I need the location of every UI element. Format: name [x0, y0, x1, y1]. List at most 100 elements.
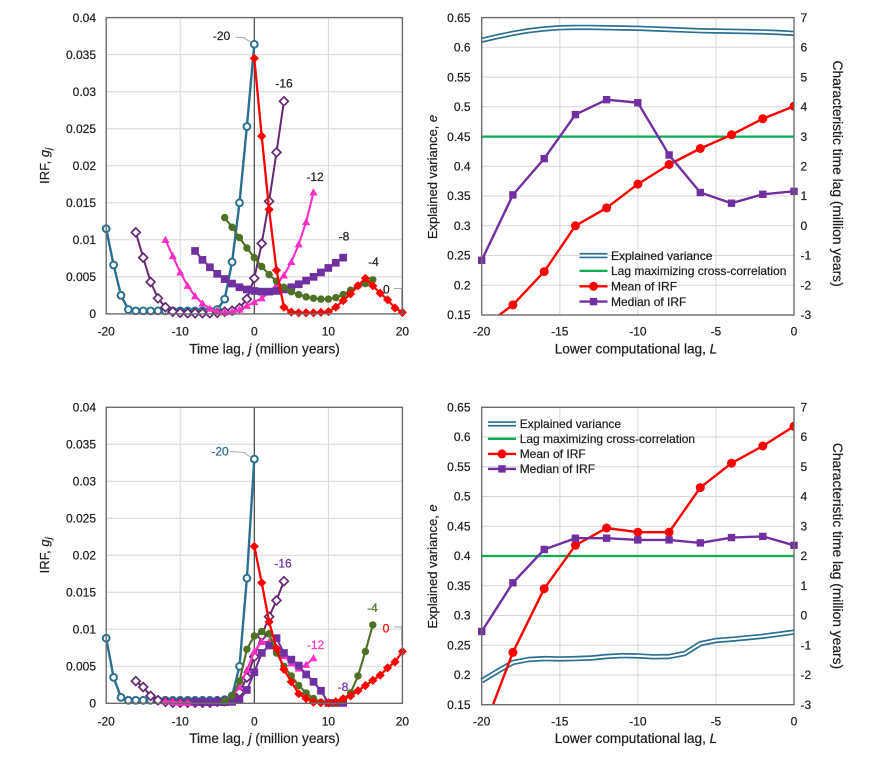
svg-text:0.15: 0.15	[447, 308, 471, 322]
svg-text:-16: -16	[274, 557, 292, 571]
svg-text:0.03: 0.03	[73, 475, 97, 489]
svg-text:0.6: 0.6	[454, 41, 471, 55]
svg-text:0.3: 0.3	[454, 219, 471, 233]
svg-text:-10: -10	[172, 715, 190, 729]
svg-text:0.15: 0.15	[447, 698, 471, 712]
svg-text:3: 3	[801, 520, 808, 534]
svg-text:-10: -10	[172, 325, 190, 339]
svg-text:0.02: 0.02	[73, 549, 97, 563]
svg-text:0: 0	[791, 325, 798, 339]
svg-text:Characteristic time lag (milli: Characteristic time lag (million years)	[830, 443, 845, 669]
svg-text:0.03: 0.03	[73, 85, 97, 99]
svg-text:2: 2	[801, 160, 808, 174]
svg-text:5: 5	[801, 460, 808, 474]
svg-text:0: 0	[791, 715, 798, 729]
svg-text:0.6: 0.6	[454, 430, 471, 444]
svg-text:-15: -15	[551, 715, 569, 729]
svg-text:-4: -4	[367, 601, 378, 615]
svg-text:0.3: 0.3	[454, 609, 471, 623]
svg-text:Characteristic time lag (milli: Characteristic time lag (million years)	[830, 61, 845, 287]
svg-text:0.25: 0.25	[447, 638, 471, 652]
svg-text:6: 6	[801, 41, 808, 55]
svg-text:-8: -8	[338, 680, 349, 694]
svg-text:0: 0	[801, 609, 808, 623]
svg-text:-2: -2	[801, 279, 812, 293]
svg-text:0.025: 0.025	[66, 512, 96, 526]
svg-text:0: 0	[383, 622, 390, 636]
svg-text:2: 2	[801, 549, 808, 563]
svg-text:IRF, gj: IRF, gj	[37, 536, 55, 573]
svg-text:0.04: 0.04	[73, 11, 97, 25]
svg-text:Explained variance: Explained variance	[520, 417, 622, 431]
svg-text:Median of IRF: Median of IRF	[520, 462, 595, 476]
svg-text:0.45: 0.45	[447, 520, 471, 534]
svg-text:0.55: 0.55	[447, 460, 471, 474]
svg-text:0.4: 0.4	[454, 549, 471, 563]
svg-text:0.5: 0.5	[454, 100, 471, 114]
svg-text:0.01: 0.01	[73, 623, 97, 637]
svg-text:-1: -1	[801, 638, 812, 652]
svg-text:-1: -1	[801, 249, 812, 263]
svg-text:0: 0	[89, 697, 96, 711]
svg-text:10: 10	[322, 325, 336, 339]
svg-text:Median of IRF: Median of IRF	[611, 295, 686, 309]
svg-text:10: 10	[322, 715, 336, 729]
svg-text:0: 0	[251, 715, 258, 729]
svg-text:-5: -5	[711, 715, 722, 729]
svg-text:-10: -10	[629, 715, 647, 729]
svg-text:0.035: 0.035	[66, 48, 96, 62]
svg-text:-5: -5	[711, 325, 722, 339]
svg-text:Time lag, j (million years): Time lag, j (million years)	[189, 731, 340, 746]
svg-text:0.005: 0.005	[66, 660, 96, 674]
svg-text:-20: -20	[98, 325, 116, 339]
svg-text:-15: -15	[551, 325, 569, 339]
svg-text:4: 4	[801, 490, 808, 504]
svg-text:3: 3	[801, 130, 808, 144]
svg-text:1: 1	[801, 189, 808, 203]
svg-text:Explained variance, e: Explained variance, e	[425, 115, 440, 239]
svg-text:-4: -4	[368, 255, 379, 269]
svg-text:7: 7	[801, 401, 808, 415]
svg-text:-2: -2	[801, 668, 812, 682]
svg-text:Lower computational lag, L: Lower computational lag, L	[555, 341, 717, 356]
svg-text:0.55: 0.55	[447, 70, 471, 84]
svg-text:Lag maximizing cross-correlati: Lag maximizing cross-correlation	[611, 264, 786, 278]
svg-text:Time lag, j (million years): Time lag, j (million years)	[189, 341, 340, 356]
svg-text:0.5: 0.5	[454, 490, 471, 504]
svg-text:0.65: 0.65	[447, 11, 471, 25]
svg-text:0.04: 0.04	[73, 401, 97, 415]
svg-text:Mean of IRF: Mean of IRF	[611, 280, 677, 294]
svg-text:Lower computational lag, L: Lower computational lag, L	[555, 731, 717, 746]
svg-text:0.25: 0.25	[447, 249, 471, 263]
svg-text:-20: -20	[473, 325, 491, 339]
svg-text:20: 20	[396, 325, 410, 339]
svg-text:7: 7	[801, 11, 808, 25]
svg-text:0.005: 0.005	[66, 270, 96, 284]
svg-text:-3: -3	[801, 698, 812, 712]
svg-text:-3: -3	[801, 308, 812, 322]
svg-text:IRF, gj: IRF, gj	[37, 147, 55, 184]
svg-text:0.015: 0.015	[66, 196, 96, 210]
svg-text:0.01: 0.01	[73, 233, 97, 247]
svg-text:0: 0	[383, 283, 390, 297]
svg-text:-20: -20	[473, 715, 491, 729]
svg-text:Mean of IRF: Mean of IRF	[520, 447, 586, 461]
svg-text:1: 1	[801, 579, 808, 593]
svg-text:-12: -12	[307, 638, 325, 652]
svg-text:-10: -10	[629, 325, 647, 339]
svg-text:-12: -12	[306, 170, 324, 184]
svg-text:0.2: 0.2	[454, 279, 471, 293]
svg-text:-16: -16	[275, 77, 293, 91]
svg-text:0: 0	[801, 219, 808, 233]
svg-text:Explained variance: Explained variance	[611, 249, 713, 263]
svg-text:0.015: 0.015	[66, 586, 96, 600]
svg-text:0: 0	[89, 307, 96, 321]
svg-text:6: 6	[801, 430, 808, 444]
svg-text:20: 20	[396, 715, 410, 729]
svg-text:0.4: 0.4	[454, 160, 471, 174]
svg-text:0.02: 0.02	[73, 159, 97, 173]
svg-text:-20: -20	[211, 445, 229, 459]
svg-text:-8: -8	[339, 230, 350, 244]
svg-text:0.35: 0.35	[447, 189, 471, 203]
svg-text:-20: -20	[98, 715, 116, 729]
